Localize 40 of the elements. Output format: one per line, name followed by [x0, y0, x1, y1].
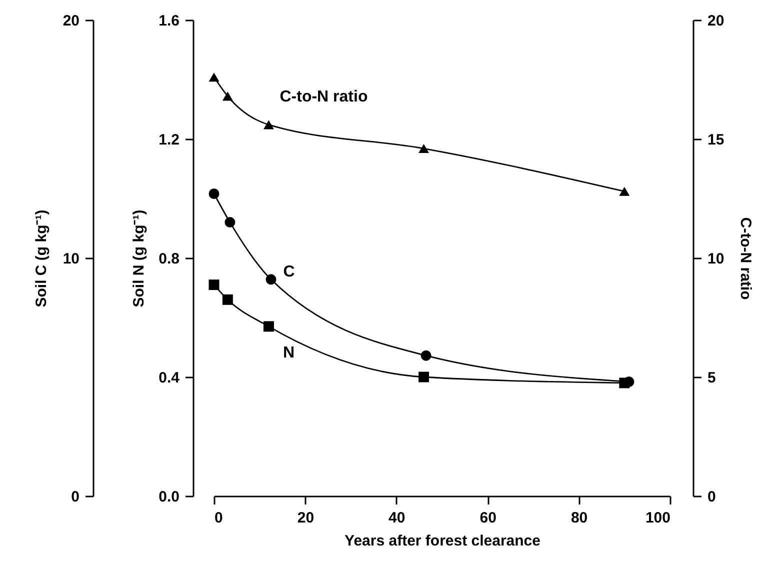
x-tick-label: 100 — [645, 510, 670, 526]
point — [222, 92, 233, 101]
y3-tick-label: 10 — [62, 250, 80, 268]
series-label: N — [282, 344, 294, 362]
series-label: C — [283, 263, 296, 280]
point — [208, 72, 220, 82]
y2-tick-label: 5 — [708, 370, 716, 386]
point — [208, 280, 220, 290]
point — [418, 372, 430, 382]
y3-axis-title: Soil C (g kg⁻¹) — [32, 210, 50, 308]
y2-tick-label: 10 — [708, 250, 724, 268]
point — [263, 120, 274, 130]
y-tick-label: 0.4 — [158, 370, 180, 386]
x-tick-label: 40 — [388, 510, 406, 526]
y2-axis-title: C-to-N ratio — [737, 217, 754, 300]
x-tick-label: 80 — [570, 510, 588, 526]
point — [222, 294, 233, 305]
x-tick-label: 60 — [480, 510, 496, 526]
x-tick-label: 0 — [214, 510, 223, 526]
point — [224, 217, 236, 228]
x-tick-label: 20 — [297, 510, 314, 526]
point — [624, 376, 634, 387]
point — [208, 188, 220, 199]
y-tick-label: 0.0 — [158, 488, 180, 506]
point — [266, 274, 276, 285]
y3-tick-label: 20 — [62, 12, 80, 30]
y-axis-title: Soil N (g kg⁻¹) — [130, 210, 148, 308]
point — [263, 321, 274, 332]
point — [418, 144, 430, 154]
point — [619, 186, 630, 196]
x-axis-title: Years after forest clearance — [344, 532, 540, 550]
y-tick-label: 0.8 — [158, 250, 180, 268]
y-tick-label: 1.2 — [158, 132, 180, 148]
y2-tick-label: 20 — [708, 12, 724, 30]
y2-tick-label: 15 — [708, 132, 724, 148]
y2-tick-label: 0 — [708, 488, 716, 506]
y-tick-label: 1.6 — [158, 12, 180, 30]
series-label: C-to-N ratio — [280, 88, 368, 106]
point — [420, 350, 432, 361]
y3-tick-label: 0 — [71, 488, 80, 506]
